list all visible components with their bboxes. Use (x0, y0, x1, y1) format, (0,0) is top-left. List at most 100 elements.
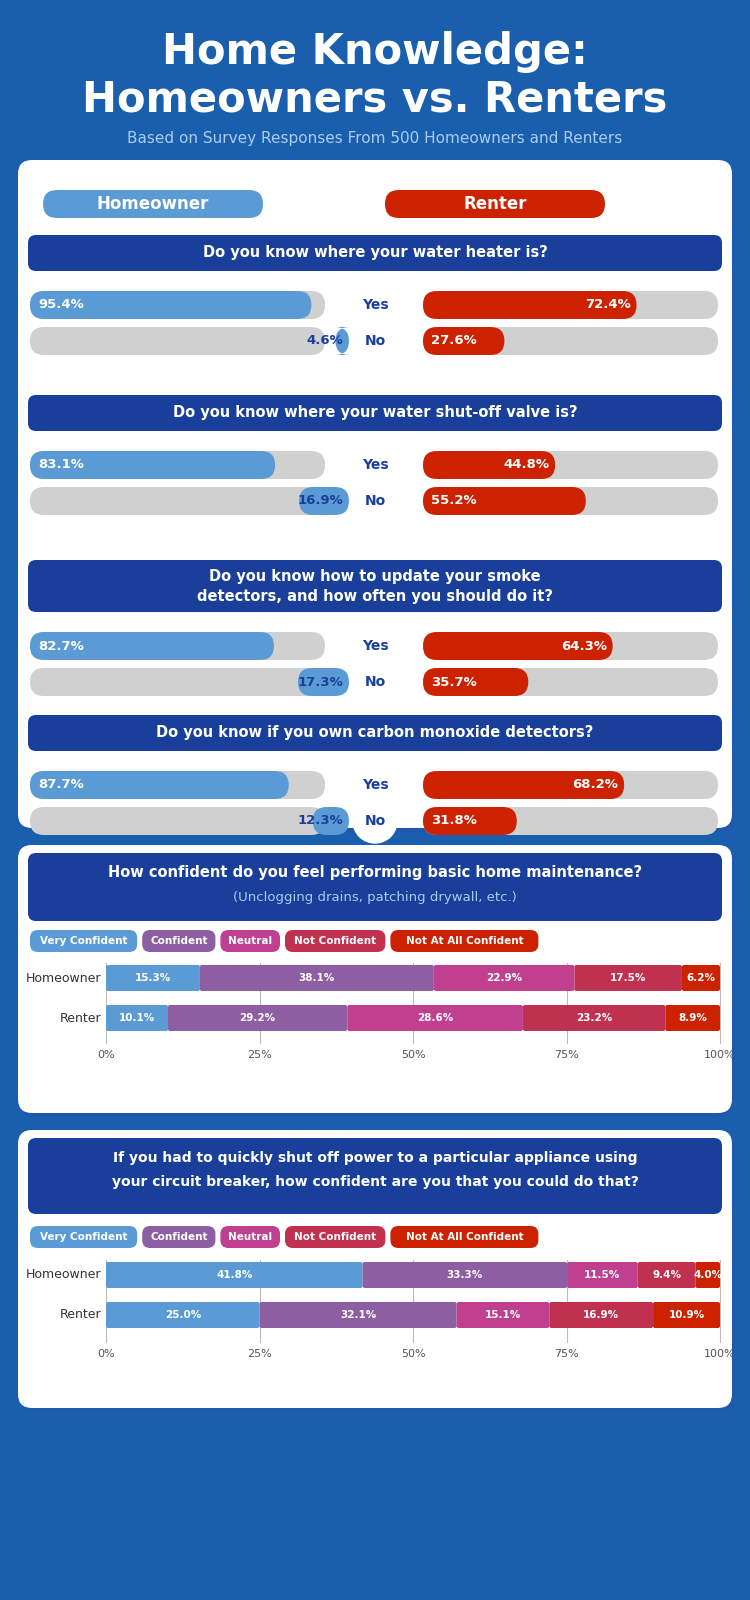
FancyBboxPatch shape (423, 486, 718, 515)
FancyBboxPatch shape (30, 806, 325, 835)
Text: 0%: 0% (98, 1050, 115, 1059)
Text: 38.1%: 38.1% (298, 973, 335, 982)
Text: 33.3%: 33.3% (447, 1270, 483, 1280)
FancyBboxPatch shape (423, 326, 505, 355)
FancyBboxPatch shape (638, 1262, 695, 1288)
FancyBboxPatch shape (28, 395, 722, 430)
FancyBboxPatch shape (423, 486, 586, 515)
Text: 25%: 25% (248, 1050, 272, 1059)
FancyBboxPatch shape (20, 1134, 734, 1411)
FancyBboxPatch shape (20, 850, 734, 1117)
Text: 82.7%: 82.7% (38, 640, 84, 653)
FancyBboxPatch shape (423, 326, 718, 355)
Text: Very Confident: Very Confident (40, 1232, 128, 1242)
FancyBboxPatch shape (423, 632, 718, 659)
Text: 95.4%: 95.4% (38, 299, 84, 312)
FancyBboxPatch shape (30, 1226, 137, 1248)
Text: 41.8%: 41.8% (216, 1270, 253, 1280)
Text: your circuit breaker, how confident are you that you could do that?: your circuit breaker, how confident are … (112, 1174, 638, 1189)
Text: Homeowner: Homeowner (26, 971, 101, 984)
Text: 32.1%: 32.1% (340, 1310, 376, 1320)
Text: 17.3%: 17.3% (297, 675, 343, 688)
Text: Homeowners vs. Renters: Homeowners vs. Renters (82, 78, 668, 122)
FancyBboxPatch shape (43, 190, 263, 218)
FancyBboxPatch shape (30, 930, 137, 952)
FancyBboxPatch shape (30, 771, 325, 798)
FancyBboxPatch shape (423, 669, 718, 696)
FancyBboxPatch shape (391, 930, 538, 952)
FancyBboxPatch shape (299, 486, 349, 515)
Text: How confident do you feel performing basic home maintenance?: How confident do you feel performing bas… (108, 866, 642, 880)
Text: Neutral: Neutral (228, 936, 272, 946)
Text: 0%: 0% (98, 1349, 115, 1358)
FancyBboxPatch shape (20, 165, 734, 832)
Circle shape (353, 318, 397, 363)
FancyBboxPatch shape (18, 160, 732, 829)
FancyBboxPatch shape (28, 560, 722, 611)
FancyBboxPatch shape (423, 806, 517, 835)
Text: Renter: Renter (464, 195, 526, 213)
Text: 15.3%: 15.3% (135, 973, 171, 982)
FancyBboxPatch shape (28, 1138, 722, 1214)
Text: 10.9%: 10.9% (668, 1310, 704, 1320)
Text: 9.4%: 9.4% (652, 1270, 681, 1280)
Text: Very Confident: Very Confident (40, 936, 128, 946)
Text: Do you know how to update your smoke: Do you know how to update your smoke (209, 568, 541, 584)
Text: 25.0%: 25.0% (165, 1310, 201, 1320)
FancyBboxPatch shape (567, 1262, 638, 1288)
FancyBboxPatch shape (30, 771, 289, 798)
FancyBboxPatch shape (200, 965, 434, 990)
FancyBboxPatch shape (220, 1226, 280, 1248)
FancyBboxPatch shape (313, 806, 349, 835)
Text: 22.9%: 22.9% (486, 973, 522, 982)
FancyBboxPatch shape (363, 1262, 567, 1288)
Text: No: No (364, 494, 386, 509)
Text: 83.1%: 83.1% (38, 459, 84, 472)
FancyBboxPatch shape (220, 930, 280, 952)
Text: Home Knowledge:: Home Knowledge: (162, 30, 588, 74)
Text: 68.2%: 68.2% (572, 779, 618, 792)
Text: Yes: Yes (362, 298, 388, 312)
FancyBboxPatch shape (285, 1226, 386, 1248)
Text: Not Confident: Not Confident (294, 1232, 376, 1242)
Text: Yes: Yes (362, 458, 388, 472)
FancyBboxPatch shape (423, 451, 718, 478)
Circle shape (353, 763, 397, 806)
Text: No: No (364, 675, 386, 690)
Text: 35.7%: 35.7% (431, 675, 477, 688)
FancyBboxPatch shape (385, 190, 605, 218)
Text: 6.2%: 6.2% (686, 973, 716, 982)
Text: 17.5%: 17.5% (610, 973, 646, 982)
FancyBboxPatch shape (457, 1302, 549, 1328)
FancyBboxPatch shape (30, 632, 325, 659)
Text: 50%: 50% (400, 1349, 425, 1358)
Text: 44.8%: 44.8% (503, 459, 549, 472)
Text: Homeowner: Homeowner (26, 1269, 101, 1282)
FancyBboxPatch shape (423, 771, 624, 798)
FancyBboxPatch shape (653, 1302, 720, 1328)
FancyBboxPatch shape (423, 669, 528, 696)
Text: Not Confident: Not Confident (294, 936, 376, 946)
FancyBboxPatch shape (260, 1302, 457, 1328)
FancyBboxPatch shape (106, 1302, 260, 1328)
FancyBboxPatch shape (28, 853, 722, 922)
Text: 87.7%: 87.7% (38, 779, 84, 792)
FancyBboxPatch shape (106, 1005, 168, 1030)
Text: Not At All Confident: Not At All Confident (406, 1232, 524, 1242)
Text: 10.1%: 10.1% (119, 1013, 155, 1022)
FancyBboxPatch shape (523, 1005, 665, 1030)
Text: Confident: Confident (150, 1232, 208, 1242)
Text: 23.2%: 23.2% (576, 1013, 612, 1022)
Text: Neutral: Neutral (228, 1232, 272, 1242)
FancyBboxPatch shape (298, 669, 349, 696)
FancyBboxPatch shape (142, 1226, 215, 1248)
FancyBboxPatch shape (28, 235, 722, 270)
FancyBboxPatch shape (285, 930, 386, 952)
FancyBboxPatch shape (30, 291, 311, 318)
Circle shape (353, 443, 397, 486)
FancyBboxPatch shape (434, 965, 574, 990)
FancyBboxPatch shape (695, 1262, 720, 1288)
Text: 75%: 75% (554, 1349, 579, 1358)
FancyBboxPatch shape (391, 1226, 538, 1248)
FancyBboxPatch shape (106, 965, 200, 990)
